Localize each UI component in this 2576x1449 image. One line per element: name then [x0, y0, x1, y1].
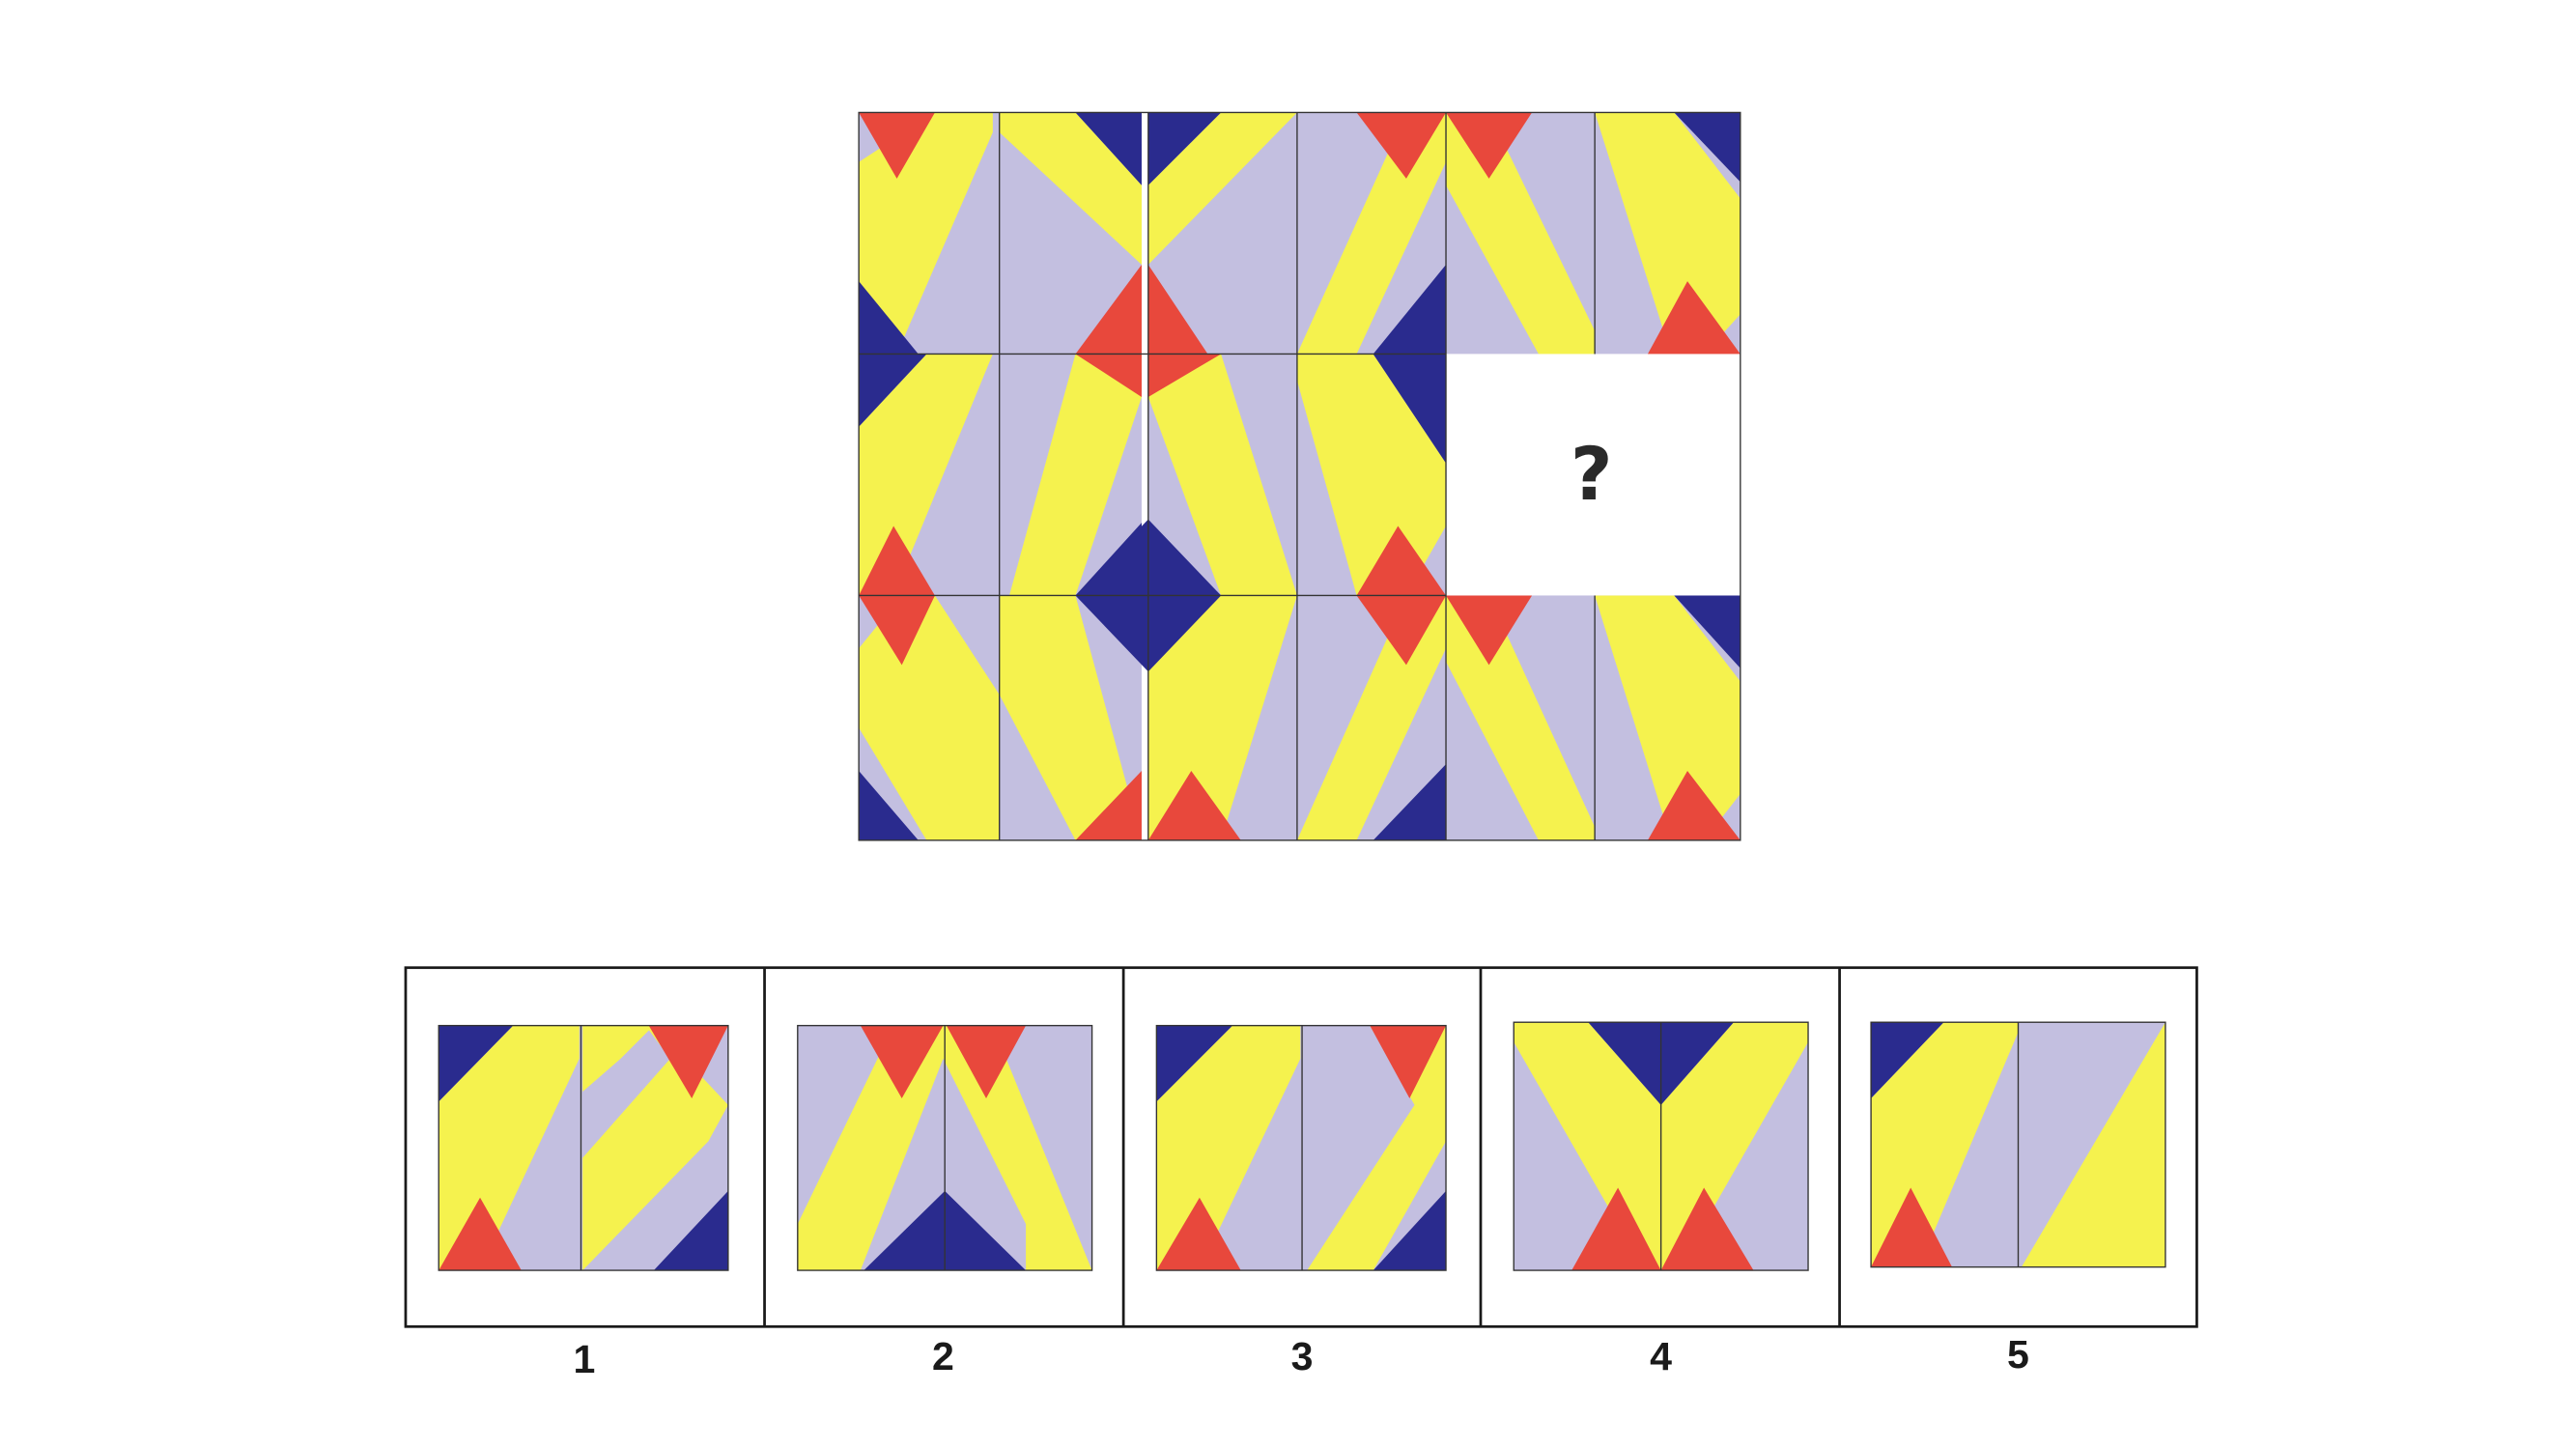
option-4[interactable] — [1513, 1021, 1809, 1271]
options-frame — [404, 966, 2198, 1328]
matrix-grid-lines — [858, 111, 1741, 841]
answer-options: 1 2 3 4 5 — [404, 966, 2198, 1381]
matrix-cell-r1c3 — [1446, 112, 1741, 355]
matrix-cell-r2c1 — [859, 354, 1142, 596]
option-1-number: 1 — [573, 1337, 595, 1381]
matrix-cell-r3c3 — [1446, 595, 1741, 840]
option-5-number: 5 — [2007, 1332, 2029, 1377]
matrix-cell-r1c2 — [1147, 112, 1447, 355]
pattern-matrix: ? — [858, 111, 1741, 841]
matrix-cell-r3c2 — [1147, 595, 1447, 840]
option-3[interactable] — [1155, 1024, 1447, 1271]
option-3-number: 3 — [1291, 1334, 1314, 1378]
missing-cell-label: ? — [1571, 432, 1613, 517]
matrix-cell-r2c3: ? — [1446, 354, 1741, 596]
option-5[interactable] — [1870, 1021, 2166, 1268]
option-1[interactable] — [438, 1024, 729, 1271]
option-2-number: 2 — [932, 1334, 954, 1378]
option-2[interactable] — [797, 1024, 1093, 1271]
matrix-cell-r2c2 — [1147, 354, 1447, 596]
matrix-cell-r3c1 — [859, 595, 1142, 840]
option-4-number: 4 — [1650, 1334, 1672, 1378]
matrix-cell-r1c1 — [859, 112, 1142, 355]
